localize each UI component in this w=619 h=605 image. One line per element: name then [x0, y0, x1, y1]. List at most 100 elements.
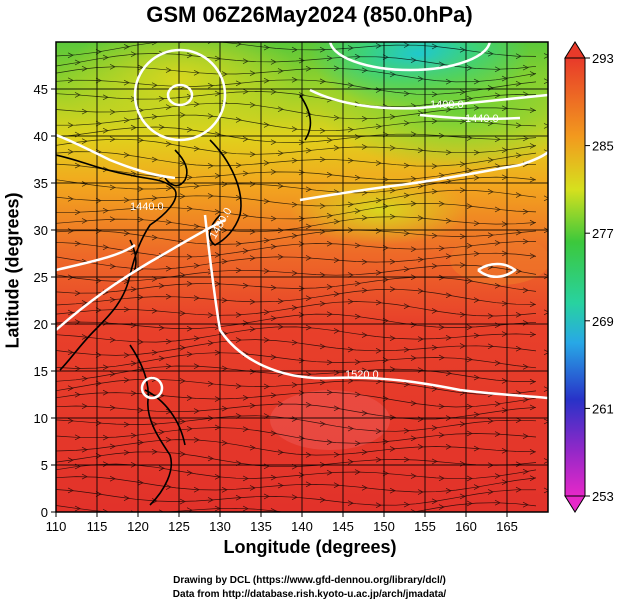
colorbar-tick-label: 285: [592, 139, 614, 154]
wind-arrow: [319, 421, 326, 427]
wind-arrow: [123, 421, 130, 428]
wind-arrow: [123, 449, 130, 456]
wind-arrow: [298, 139, 305, 146]
wind-arrow: [102, 207, 109, 214]
colorbar-tick-label: 277: [592, 226, 614, 241]
wind-arrow: [305, 111, 312, 117]
wind-arrow: [81, 218, 88, 224]
wind-arrow: [151, 349, 158, 356]
wind-arrow: [522, 135, 529, 142]
wind-arrow: [74, 209, 81, 216]
wind-arrow: [355, 516, 360, 521]
wind-arrow: [347, 126, 354, 133]
wind-arrow: [522, 364, 529, 370]
wind-arrow: [193, 223, 200, 230]
wind-arrow: [130, 360, 137, 367]
wind-arrow: [67, 487, 74, 494]
wind-arrow: [431, 43, 438, 50]
wind-arrow: [74, 365, 81, 372]
streamline: [56, 66, 537, 83]
wind-arrow: [305, 223, 312, 230]
wind-arrow: [382, 176, 389, 183]
y-tick-label: 20: [34, 317, 48, 332]
wind-arrow: [459, 493, 466, 500]
wind-arrow: [137, 407, 144, 413]
wind-arrow: [270, 243, 277, 250]
y-tick-label: 5: [41, 458, 48, 473]
wind-arrow: [102, 244, 109, 251]
wind-arrow: [543, 349, 548, 356]
wind-arrow: [319, 461, 326, 468]
coastlines: [56, 94, 312, 506]
wind-arrow: [417, 416, 424, 423]
wind-arrow: [291, 463, 298, 470]
wind-arrow: [389, 213, 396, 220]
wind-arrow: [494, 360, 501, 366]
wind-arrow: [165, 437, 172, 443]
wind-arrow: [333, 369, 340, 376]
y-tick-label: 35: [34, 176, 48, 191]
wind-arrow: [123, 495, 130, 501]
wind-arrow: [515, 80, 522, 87]
wind-arrow: [263, 463, 270, 470]
wind-arrow: [417, 444, 424, 450]
wind-arrow: [389, 258, 396, 265]
wind-arrow: [263, 337, 270, 343]
wind-arrow: [95, 120, 102, 127]
colorbar-tick-label: 293: [592, 51, 614, 66]
wind-arrow: [466, 403, 473, 410]
wind-arrow: [123, 152, 130, 158]
wind-arrow: [354, 134, 361, 140]
wind-arrow: [249, 402, 256, 409]
wind-arrow: [207, 455, 214, 462]
contour-label-1440: 1440.0: [130, 201, 164, 213]
wind-arrow: [123, 230, 130, 237]
wind-arrow: [466, 95, 473, 102]
wind-arrow: [207, 82, 214, 89]
wind-arrow: [242, 170, 249, 177]
wind-arrow: [186, 425, 193, 432]
streamline: [56, 151, 537, 167]
wind-arrow: [333, 65, 340, 72]
wind-arrow: [438, 61, 445, 68]
wind-arrow: [277, 106, 284, 113]
wind-arrow: [410, 246, 417, 252]
wind-arrow: [347, 377, 354, 384]
wind-arrow: [102, 54, 109, 61]
x-tick-label: 135: [250, 519, 272, 534]
wind-arrow: [235, 162, 242, 169]
wind-arrow: [270, 508, 277, 512]
streamline: [56, 203, 537, 220]
chart-title: GSM 06Z26May2024 (850.0hPa): [146, 2, 473, 27]
wind-arrow: [403, 456, 410, 463]
wind-arrow: [410, 200, 417, 207]
wind-arrow: [529, 331, 536, 338]
wind-arrow: [179, 310, 186, 317]
wind-arrow: [347, 500, 354, 506]
wind-arrow: [522, 238, 529, 245]
wind-arrow: [382, 245, 389, 251]
wind-arrow: [305, 186, 312, 193]
wind-arrow: [102, 94, 109, 101]
contour-label-1520: 1520.0: [345, 369, 379, 381]
wind-arrow: [522, 208, 529, 215]
wind-arrow: [298, 241, 305, 247]
wind-arrow: [249, 299, 256, 305]
wind-arrow: [298, 312, 305, 318]
contour-label-1400: 1400.0: [430, 99, 464, 111]
wind-arrow: [361, 144, 368, 150]
wind-arrow: [158, 283, 165, 289]
wind-arrow: [459, 421, 466, 427]
wind-arrow: [165, 363, 172, 370]
credit-line-2: Data from http://database.rish.kyoto-u.a…: [172, 589, 447, 600]
wind-arrow: [319, 272, 326, 278]
wind-arrow: [130, 390, 137, 397]
wind-arrow: [466, 324, 473, 331]
wind-arrow: [431, 263, 438, 269]
wind-arrow: [522, 64, 529, 71]
wind-arrow: [466, 65, 473, 71]
x-tick-label: 145: [332, 519, 354, 534]
wind-arrow: [347, 201, 354, 208]
wind-arrow: [347, 458, 354, 465]
colorbar-tick-label: 269: [592, 314, 614, 329]
